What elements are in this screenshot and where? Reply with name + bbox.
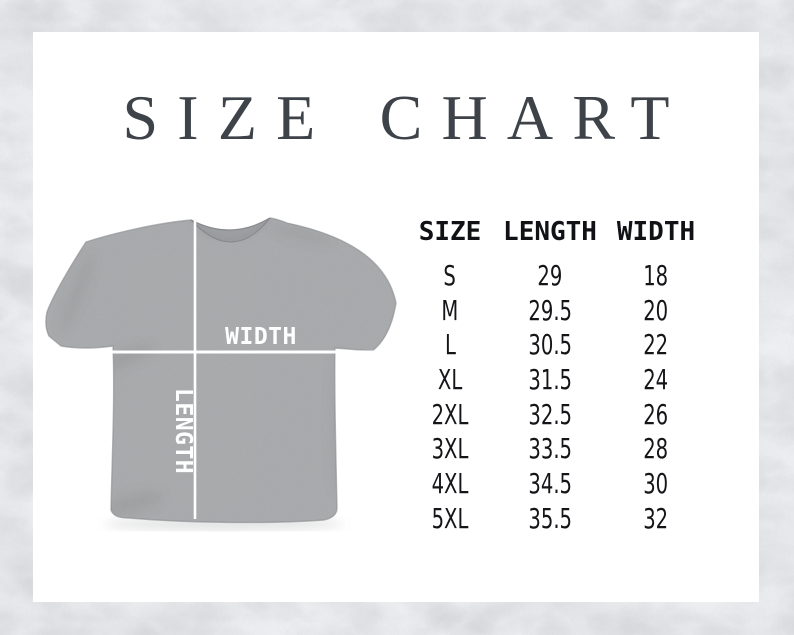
length-cell: 29.5 [528,293,572,327]
column-header-size: SIZE [418,217,482,247]
page-title: SIZE CHART [122,82,689,153]
length-cell: 35.5 [528,501,572,535]
table-column-length: LENGTH 29 29.5 30.5 31.5 32.5 33.5 34.5 … [503,218,597,537]
length-cell: 32.5 [528,397,572,431]
size-cell: 3XL [431,432,469,466]
shirt-length-label: LENGTH [170,388,196,474]
length-cell: 33.5 [528,432,572,466]
size-cell: XL [437,363,463,397]
size-cell: 5XL [431,501,469,535]
size-cell: 2XL [431,397,469,431]
length-cell: 29 [537,259,563,292]
width-cell: 18 [643,259,669,292]
collar-seam [192,220,269,241]
content-panel: SIZE CHART [33,32,759,602]
width-cell: 20 [643,293,669,327]
width-cell: 30 [643,467,669,501]
width-cell: 28 [643,432,669,466]
width-cell: 26 [643,397,669,431]
width-cell: 22 [643,328,669,362]
size-cell: S [443,259,457,292]
length-cell: 31.5 [528,363,572,397]
width-cell: 24 [643,363,669,397]
length-cell: 34.5 [528,467,572,501]
table-column-size: SIZE S M L XL 2XL 3XL 4XL 5XL [419,218,482,537]
size-table: SIZE S M L XL 2XL 3XL 4XL 5XL LENGTH 29 … [409,218,709,548]
size-cell: M [441,293,459,327]
column-header-length: LENGTH [503,217,597,247]
size-cell: L [444,328,456,362]
tshirt-fabric-texture [45,218,396,523]
width-cell: 32 [643,501,669,535]
shirt-width-label: WIDTH [225,324,297,350]
size-cell: 4XL [431,467,469,501]
length-cell: 30.5 [528,328,572,362]
table-column-width: WIDTH 18 20 22 24 26 28 30 32 [617,218,695,537]
tshirt-graphic: WIDTH LENGTH [45,217,397,530]
column-header-width: WIDTH [616,217,696,247]
